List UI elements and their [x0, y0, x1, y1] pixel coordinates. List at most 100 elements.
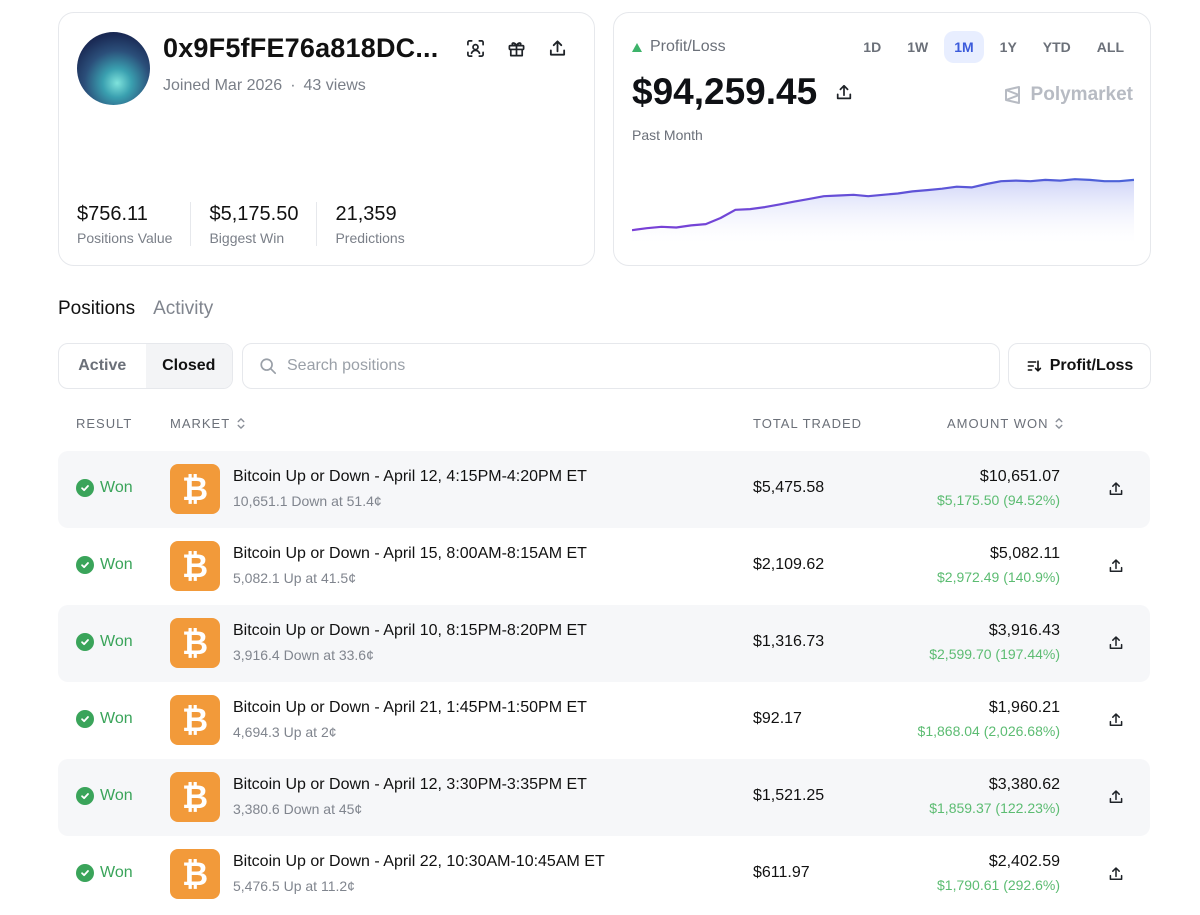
share-icon[interactable]: [1106, 864, 1125, 883]
market-title[interactable]: Bitcoin Up or Down - April 21, 1:45PM-1:…: [233, 699, 587, 716]
range-1w[interactable]: 1W: [907, 39, 929, 55]
gift-icon[interactable]: [507, 39, 526, 58]
total-traded-value: $1,521.25: [753, 787, 825, 804]
chart-area: [632, 179, 1134, 243]
range-selector: 1D 1W 1M 1Y YTD ALL: [853, 31, 1134, 63]
sort-updown-icon: [237, 418, 245, 429]
profit-percent: $1,790.61 (292.6%): [937, 877, 1060, 893]
result-label: Won: [100, 710, 133, 727]
stat-label: Predictions: [335, 230, 405, 246]
separator-dot: ·: [290, 77, 296, 94]
result-label: Won: [100, 787, 133, 804]
check-circle-icon: [76, 787, 94, 805]
range-1y[interactable]: 1Y: [999, 39, 1017, 55]
check-circle-icon: [76, 710, 94, 728]
filter-active-button[interactable]: Active: [78, 357, 127, 374]
total-traded-value: $2,109.62: [753, 556, 825, 573]
bitcoin-icon: ₿: [170, 541, 220, 591]
market-title[interactable]: Bitcoin Up or Down - April 10, 8:15PM-8:…: [233, 622, 587, 639]
profile-stats: $756.11 Positions Value $5,175.50 Bigges…: [77, 202, 441, 246]
sort-label: Profit/Loss: [1049, 357, 1134, 374]
filter-closed-button[interactable]: Closed: [145, 344, 232, 388]
bitcoin-icon: ₿: [170, 849, 220, 899]
market-title[interactable]: Bitcoin Up or Down - April 12, 4:15PM-4:…: [233, 468, 587, 485]
profit-percent: $1,859.37 (122.23%): [929, 800, 1060, 816]
table-row[interactable]: Won ₿ Bitcoin Up or Down - April 15, 8:0…: [58, 528, 1150, 605]
result-status: Won: [76, 479, 133, 497]
share-icon[interactable]: [1106, 479, 1125, 498]
share-icon[interactable]: [1106, 633, 1125, 652]
range-all[interactable]: ALL: [1096, 39, 1124, 55]
face-scan-icon[interactable]: [466, 39, 485, 58]
sort-icon: [1027, 360, 1041, 372]
polymarket-logo: Polymarket: [1003, 84, 1133, 106]
position-detail: 3,380.6 Down at 45¢: [233, 801, 363, 817]
table-row[interactable]: Won ₿ Bitcoin Up or Down - April 22, 10:…: [58, 836, 1150, 913]
share-icon[interactable]: [835, 83, 853, 101]
polymarket-logo-icon: [1004, 86, 1020, 104]
check-circle-icon: [76, 479, 94, 497]
result-status: Won: [76, 710, 133, 728]
range-ytd[interactable]: YTD: [1042, 39, 1071, 55]
avatar: [77, 32, 150, 105]
amount-won-value: $3,916.43: [988, 622, 1060, 639]
header-market[interactable]: MARKET: [170, 416, 246, 431]
stat-label: Biggest Win: [209, 230, 285, 246]
header-amount-won[interactable]: AMOUNT WON: [947, 416, 1064, 431]
check-circle-icon: [76, 864, 94, 882]
share-icon[interactable]: [548, 39, 567, 58]
sort-profit-loss-button[interactable]: Profit/Loss: [1008, 343, 1151, 389]
table-row[interactable]: Won ₿ Bitcoin Up or Down - April 12, 3:3…: [58, 759, 1150, 836]
profile-tabs: Positions Activity: [58, 298, 213, 320]
amount-won-value: $2,402.59: [988, 853, 1060, 870]
header-result: RESULT: [76, 416, 133, 431]
tab-positions[interactable]: Positions: [58, 298, 136, 319]
pnl-value: $94,259.45: [632, 71, 853, 113]
table-row[interactable]: Won ₿ Bitcoin Up or Down - April 12, 4:1…: [58, 451, 1150, 528]
stat-biggest-win: $5,175.50 Biggest Win: [209, 202, 318, 246]
search-input[interactable]: [287, 357, 967, 375]
result-label: Won: [100, 633, 133, 650]
status-toggle: Active Closed: [58, 343, 233, 389]
market-title[interactable]: Bitcoin Up or Down - April 15, 8:00AM-8:…: [233, 545, 587, 562]
market-title[interactable]: Bitcoin Up or Down - April 12, 3:30PM-3:…: [233, 776, 587, 793]
amount-won-value: $5,082.11: [990, 545, 1060, 562]
bitcoin-icon: ₿: [170, 618, 220, 668]
stat-label: Positions Value: [77, 230, 173, 246]
profit-loss-chart: [632, 178, 1134, 243]
stat-positions-value: $756.11 Positions Value: [77, 202, 192, 246]
bitcoin-icon: ₿: [170, 464, 220, 514]
trend-up-icon: [632, 42, 642, 52]
total-traded-value: $5,475.58: [753, 479, 825, 496]
pnl-label-text: Profit/Loss: [650, 38, 726, 55]
range-1d[interactable]: 1D: [863, 39, 882, 55]
share-icon[interactable]: [1106, 710, 1125, 729]
check-circle-icon: [76, 556, 94, 574]
period-label: Past Month: [632, 127, 703, 143]
range-1m[interactable]: 1M: [944, 31, 984, 63]
stat-value: $5,175.50: [209, 203, 299, 225]
search-box: [242, 343, 1000, 389]
table-row[interactable]: Won ₿ Bitcoin Up or Down - April 10, 8:1…: [58, 605, 1150, 682]
bitcoin-icon: ₿: [170, 772, 220, 822]
chart-line: [632, 178, 1134, 232]
result-label: Won: [100, 556, 133, 573]
share-icon[interactable]: [1106, 787, 1125, 806]
profit-percent: $1,868.04 (2,026.68%): [917, 723, 1060, 739]
profile-actions: [466, 39, 567, 58]
header-total-traded: TOTAL TRADED: [753, 416, 863, 431]
result-label: Won: [100, 479, 133, 496]
header-market-label: MARKET: [170, 416, 231, 431]
total-traded-value: $1,316.73: [753, 633, 825, 650]
market-title[interactable]: Bitcoin Up or Down - April 22, 10:30AM-1…: [233, 853, 605, 870]
positions-table: Won ₿ Bitcoin Up or Down - April 12, 4:1…: [58, 451, 1150, 913]
pnl-label: Profit/Loss: [632, 38, 726, 56]
table-row[interactable]: Won ₿ Bitcoin Up or Down - April 21, 1:4…: [58, 682, 1150, 759]
position-detail: 10,651.1 Down at 51.4¢: [233, 493, 382, 509]
amount-won-value: $3,380.62: [988, 776, 1060, 793]
tab-activity[interactable]: Activity: [153, 298, 214, 319]
profile-meta: Joined Mar 2026 · 43 views: [163, 77, 366, 95]
share-icon[interactable]: [1106, 556, 1125, 575]
search-icon: [260, 358, 277, 375]
result-status: Won: [76, 864, 133, 882]
